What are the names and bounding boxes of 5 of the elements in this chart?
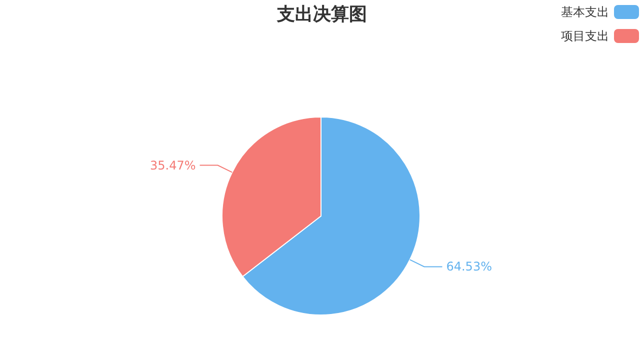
legend-label: 基本支出 <box>561 5 609 19</box>
legend-label: 项目支出 <box>561 29 609 43</box>
data-label: 64.53% <box>446 260 492 274</box>
data-label: 35.47% <box>150 158 196 172</box>
chart-title: 支出决算图 <box>276 4 367 25</box>
